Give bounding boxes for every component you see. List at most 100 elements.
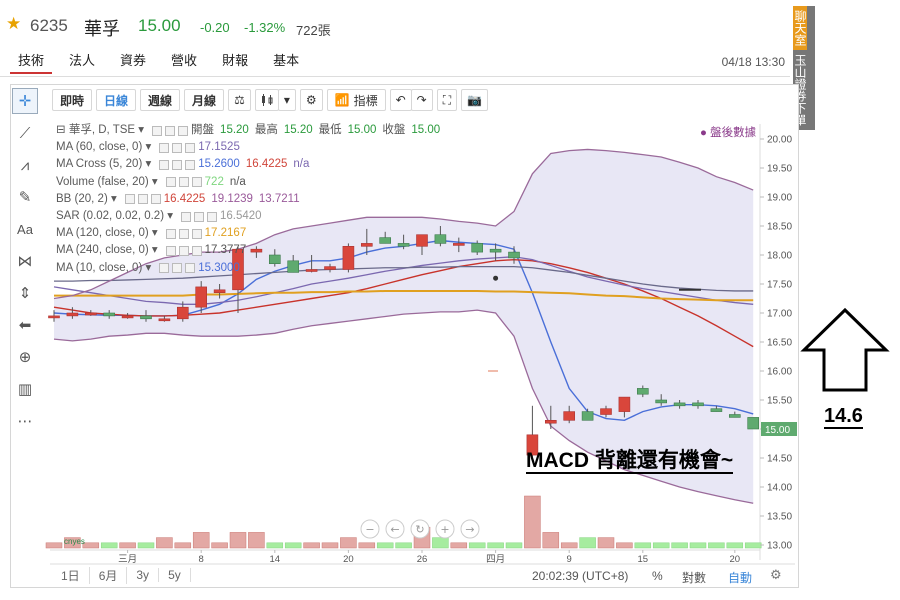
candle-body xyxy=(673,402,686,407)
legend-toggle-icon[interactable] xyxy=(181,211,191,222)
volume-bar xyxy=(174,542,192,549)
main-tabs: 技術 法人 資券 營收 財報 基本 xyxy=(10,52,316,74)
legend-toggle-icon[interactable] xyxy=(150,194,161,205)
legend-name[interactable]: MA (120, close, 0) ▾ xyxy=(56,227,158,240)
legend-toggle-icon[interactable] xyxy=(178,246,189,257)
percent-scale-toggle[interactable]: % xyxy=(652,569,663,583)
crosshair-icon[interactable]: ✛ xyxy=(12,88,38,114)
fib-tool-icon[interactable]: ⩘ xyxy=(20,156,30,174)
range-1d-button[interactable]: 1日 xyxy=(52,566,90,584)
after-hours-data-link[interactable]: ● 盤後數據 xyxy=(700,127,757,139)
legend-toggle-icon[interactable] xyxy=(159,142,170,153)
legend-toggle-icon[interactable] xyxy=(165,246,176,257)
volume-bar xyxy=(542,532,560,549)
cnyes-logo-icon: cnyes xyxy=(64,537,85,546)
camera-icon[interactable]: 📷 xyxy=(461,89,489,111)
legend-toggle-icon[interactable] xyxy=(178,177,189,188)
ruler-icon[interactable]: ▥ xyxy=(17,381,33,398)
range-5y-button[interactable]: 5y xyxy=(159,568,191,582)
fullscreen-icon[interactable]: ⛶ xyxy=(436,89,458,111)
candle-body xyxy=(416,234,428,247)
volume-bar xyxy=(64,537,81,549)
legend-name[interactable]: MA Cross (5, 20) ▾ xyxy=(56,158,152,171)
log-scale-toggle[interactable]: 對數 xyxy=(682,571,707,585)
legend-toggle-icon[interactable] xyxy=(172,160,183,170)
drawing-tools: ✛ ⟋ ⩘ ✎ Aa ⋈ ⇕ ⬅ ⊕ ▥ ⋯ xyxy=(12,88,38,440)
legend-toggle-icon[interactable] xyxy=(172,263,183,274)
legend-toggle-icon[interactable] xyxy=(165,125,176,136)
tab-financials[interactable]: 財報 xyxy=(222,53,249,68)
redo-icon[interactable]: ↷ xyxy=(410,89,433,111)
range-6m-button[interactable]: 6月 xyxy=(90,566,128,584)
legend-toggle-icon[interactable] xyxy=(185,263,196,274)
legend-toggle-icon[interactable] xyxy=(137,194,148,205)
legend-name[interactable]: MA (10, close, 0) ▾ xyxy=(56,261,152,274)
pattern-tool-icon[interactable]: ⋈ xyxy=(17,253,33,270)
legend-toggle-icon[interactable] xyxy=(172,142,183,153)
legend-row: BB (20, 2) ▾ 16.4225 19.1239 13.7211 xyxy=(56,191,446,208)
series-line-ma20 xyxy=(53,258,754,348)
legend-toggle-icon[interactable] xyxy=(194,211,204,222)
legend-name[interactable]: MA (60, close, 0) ▾ xyxy=(56,141,152,154)
tab-margin[interactable]: 資券 xyxy=(120,53,147,68)
zoom-icon[interactable]: ⊕ xyxy=(18,349,32,366)
interval-monthly-button[interactable]: 月線 xyxy=(184,89,225,111)
legend-toggle-icon[interactable] xyxy=(191,228,202,239)
candle-body xyxy=(471,243,484,253)
volume-bar xyxy=(266,542,284,549)
legend-toggle-icon[interactable] xyxy=(178,125,189,136)
back-arrow-icon[interactable]: ⬅ xyxy=(18,317,32,334)
legend-name[interactable]: ⊟ 華孚, D, TSE ▾ xyxy=(56,124,145,136)
tab-revenue[interactable]: 營收 xyxy=(171,53,198,68)
candle-body xyxy=(563,411,576,421)
candle-body xyxy=(600,408,612,415)
legend-name[interactable]: MA (240, close, 0) ▾ xyxy=(56,244,158,257)
settings-gear-icon[interactable]: ⚙ xyxy=(299,89,323,111)
y-tick-label: 19.00 xyxy=(767,193,792,204)
volume-bar xyxy=(211,542,228,549)
legend-toggle-icon[interactable] xyxy=(185,160,196,170)
legend-toggle-icon[interactable] xyxy=(185,142,196,153)
candle-body xyxy=(636,388,649,395)
legend-toggle-icon[interactable] xyxy=(159,263,170,274)
favorite-star-icon[interactable]: ★ xyxy=(6,14,22,33)
tab-technical[interactable]: 技術 xyxy=(10,52,53,74)
indicators-button[interactable]: 📶 指標 xyxy=(326,89,386,111)
compare-scale-icon[interactable]: ⚖ xyxy=(228,89,251,111)
range-3y-button[interactable]: 3y xyxy=(127,568,160,582)
tab-basic[interactable]: 基本 xyxy=(273,53,300,68)
measure-tool-icon[interactable]: ⇕ xyxy=(18,285,32,302)
legend-name[interactable]: Volume (false, 20) ▾ xyxy=(56,175,158,188)
legend-toggle-icon[interactable] xyxy=(191,177,202,188)
legend-toggle-icon[interactable] xyxy=(207,211,217,222)
interval-intraday-button[interactable]: 即時 xyxy=(52,89,93,111)
legend-toggle-icon[interactable] xyxy=(178,228,189,239)
chat-room-tab[interactable]: 聊天室 xyxy=(793,6,807,50)
y-tick-label: 18.00 xyxy=(767,251,792,262)
candle-body xyxy=(268,254,281,264)
legend-toggle-icon[interactable] xyxy=(152,125,163,136)
tab-institutional[interactable]: 法人 xyxy=(69,53,96,68)
interval-weekly-button[interactable]: 週線 xyxy=(140,89,181,111)
legend-name[interactable]: BB (20, 2) ▾ xyxy=(56,192,117,205)
legend-toggle-icon[interactable] xyxy=(159,160,170,170)
brush-icon[interactable]: ✎ xyxy=(18,189,32,206)
scale-settings-icon[interactable]: ⚙ xyxy=(770,567,782,582)
chart-style-dropdown-icon[interactable]: ▾ xyxy=(277,89,296,111)
trend-line-icon[interactable]: ⟋ xyxy=(19,124,31,142)
legend-toggle-icon[interactable] xyxy=(165,177,176,188)
legend-toggle-icon[interactable] xyxy=(191,246,202,257)
legend-name[interactable]: SAR (0.02, 0.02, 0.2) ▾ xyxy=(56,210,173,223)
more-tools-icon[interactable]: ⋯ xyxy=(17,413,33,430)
volume-bar xyxy=(708,542,725,549)
auto-scale-toggle[interactable]: 自動 xyxy=(728,571,753,585)
text-tool-icon[interactable]: Aa xyxy=(17,221,33,237)
undo-icon[interactable]: ↶ xyxy=(389,89,412,111)
volume-bar xyxy=(634,542,652,549)
up-arrow-icon xyxy=(800,307,890,392)
legend-value: 17.3777 xyxy=(204,244,247,257)
legend-toggle-icon[interactable] xyxy=(165,228,176,239)
legend-toggle-icon[interactable] xyxy=(124,194,135,205)
interval-daily-button[interactable]: 日線 xyxy=(96,89,137,111)
